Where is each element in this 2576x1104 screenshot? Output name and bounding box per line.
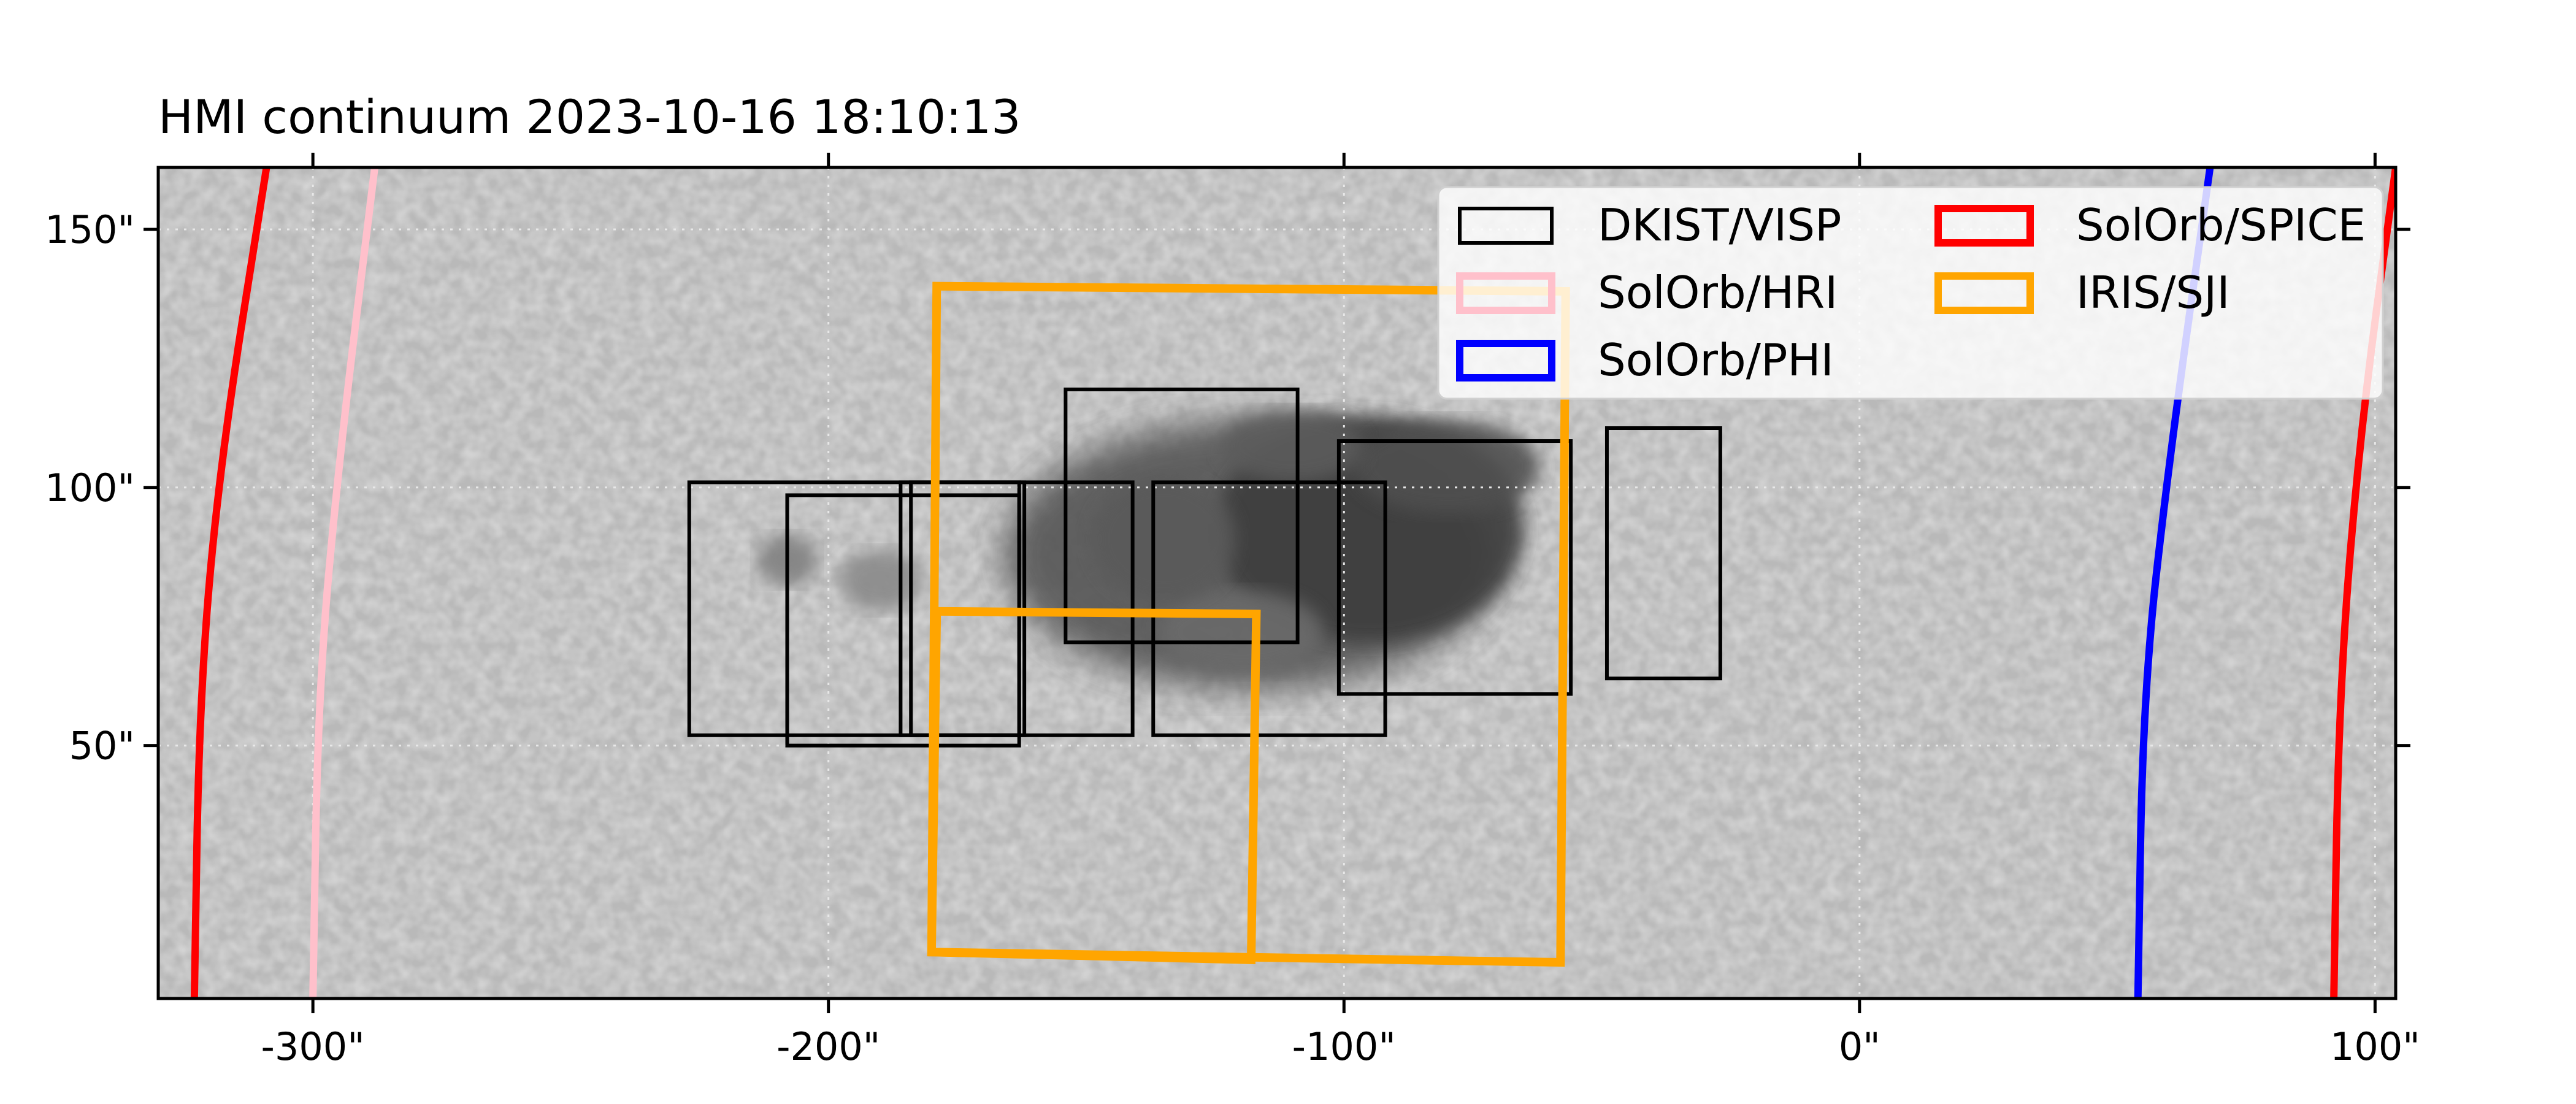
legend-label: SolOrb/PHI (1598, 334, 1834, 386)
legend-label: IRIS/SJI (2076, 267, 2230, 318)
sunspot-region (1354, 420, 1540, 513)
dkist-visp-fov-box (785, 493, 1021, 748)
sunspot-region (1091, 477, 1236, 601)
legend-swatch (1456, 272, 1555, 314)
x-tick-label: -200" (776, 1024, 880, 1069)
dkist-visp-fov-box (1336, 439, 1573, 696)
chart-title: HMI continuum 2023-10-16 18:10:13 (158, 90, 1021, 144)
legend-swatch (1458, 207, 1554, 245)
sunspot (756, 410, 1540, 689)
y-tick-labels: 150" 100" 50" (45, 207, 135, 769)
y-tick-label: 100" (45, 466, 135, 510)
legend-label: DKIST/VISP (1598, 199, 1841, 251)
instrument-fov-overlays (190, 167, 2396, 999)
dkist-visp-fov-box (1151, 480, 1387, 737)
y-tick-label: 50" (69, 724, 135, 769)
legend-box (1437, 186, 2384, 400)
solorb-spice-fov-edge (2330, 167, 2396, 999)
sunspot-region (1220, 410, 1365, 483)
sunspot-region (838, 549, 922, 611)
x-tick-label: -300" (261, 1024, 365, 1069)
axis-ticks (144, 153, 2410, 1013)
axes-frame (156, 166, 2398, 1000)
solorb-spice-fov-edge (190, 167, 270, 999)
dkist-visp-fov-box (1064, 387, 1300, 645)
legend-swatch (1934, 272, 2034, 314)
dkist-visp-fov-box (1604, 426, 1722, 681)
legend: DKIST/VISP SolOrb/HRI SolOrb/PHI SolOrb/SPI… (1437, 186, 2384, 400)
x-tick-label: -100" (1292, 1024, 1396, 1069)
legend-label: SolOrb/HRI (1598, 267, 1838, 318)
legend-label: SolOrb/SPICE (2076, 199, 2366, 251)
x-tick-label: 0" (1839, 1024, 1880, 1069)
y-tick-label: 150" (45, 207, 135, 252)
legend-swatch (1934, 205, 2034, 247)
x-tick-label: 100" (2330, 1024, 2420, 1069)
solorb-hri-fov-edge (309, 167, 378, 999)
x-tick-labels: -300" -200" -100" 0" 100" (261, 1024, 2420, 1069)
iris-sji-fov-box (927, 607, 1261, 965)
legend-swatch (1456, 340, 1555, 381)
